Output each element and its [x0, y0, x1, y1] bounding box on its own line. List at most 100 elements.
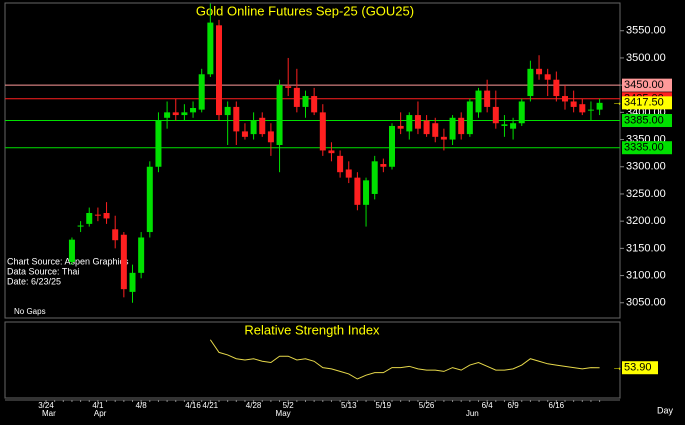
candle-body: [484, 90, 491, 107]
price-panel: [4, 2, 621, 319]
candle-body: [596, 102, 603, 110]
candle-body: [510, 123, 517, 129]
candle-body: [423, 120, 430, 135]
candle-body: [380, 164, 387, 167]
rsi-title: Relative Strength Index: [244, 322, 380, 337]
y-tick-label: 3150.00: [626, 242, 666, 254]
candle-body: [146, 166, 153, 233]
x-tick-label: 4/1: [92, 401, 104, 410]
candle-body: [475, 90, 482, 113]
rsi-last-label: 53.90: [624, 362, 652, 374]
candle-body: [311, 96, 318, 113]
candle-body: [302, 96, 309, 107]
level-label: 3417.50: [624, 97, 664, 109]
x-tick-label: 4/28: [246, 401, 262, 410]
source-line: Chart Source: Aspen Graphics: [7, 256, 129, 266]
candle-body: [449, 117, 456, 140]
candle-body: [155, 120, 162, 167]
rsi-line: [209, 339, 600, 380]
candle-body: [562, 96, 568, 102]
candle-body: [190, 108, 197, 113]
candle-body: [536, 68, 543, 75]
month-label: Jun: [466, 409, 479, 418]
candle-body: [267, 131, 274, 143]
rsi-panel: [4, 321, 621, 399]
x-tick-label: 4/8: [136, 401, 148, 410]
candle-body: [587, 109, 594, 111]
candle-body: [414, 115, 421, 129]
level-box: [622, 78, 672, 92]
candle-body: [250, 120, 257, 135]
candle-body: [120, 234, 127, 290]
candle-body: [328, 150, 335, 154]
level-arrow: →: [612, 97, 623, 109]
candle-body: [77, 225, 84, 227]
rsi-last-box: [622, 361, 658, 375]
candle-body: [440, 136, 447, 140]
x-tick-label: 4/21: [203, 401, 219, 410]
x-tick-label: 5/19: [376, 401, 392, 410]
level-box: [622, 141, 672, 155]
source-line: Date: 6/23/25: [7, 276, 61, 286]
x-tick-label: 4/16: [185, 401, 201, 410]
y-tick-label: 3550.00: [626, 25, 666, 37]
candle-body: [94, 214, 101, 216]
candle-body: [233, 106, 240, 132]
candle-body: [138, 237, 145, 273]
y-tick-label: 3300.00: [626, 161, 666, 173]
candle-body: [458, 117, 465, 135]
candle-body: [181, 112, 188, 116]
candle-body: [406, 115, 413, 132]
y-tick-label: 3200.00: [626, 215, 666, 227]
source-line: Data Source: Thai: [7, 266, 79, 276]
candle-body: [285, 86, 292, 88]
candle-body: [466, 101, 473, 135]
x-unit: Day: [657, 405, 674, 415]
candle-body: [293, 87, 300, 107]
candle-body: [363, 180, 370, 205]
month-label: Mar: [42, 409, 56, 418]
x-tick-label: 5/13: [341, 401, 357, 410]
candle-body: [345, 169, 352, 178]
candle-body: [579, 104, 586, 113]
candle-body: [337, 155, 344, 173]
rsi-arrow: →: [612, 362, 623, 374]
level-label: 3385.00: [624, 114, 664, 126]
candle-body: [432, 123, 439, 137]
month-label: May: [276, 409, 291, 418]
candle-body: [501, 124, 508, 126]
y-tick-label: 3050.00: [626, 297, 666, 309]
x-tick-label: 6/16: [549, 401, 565, 410]
candle-body: [492, 106, 499, 124]
level-label: 3450.00: [624, 79, 664, 91]
candle-body: [86, 213, 93, 224]
candle-body: [319, 112, 326, 151]
x-tick-label: 6/4: [482, 401, 494, 410]
level-box: [622, 96, 672, 110]
candle-body: [172, 112, 179, 116]
candle-body: [164, 112, 171, 118]
candle-body: [397, 125, 404, 129]
candle-body: [198, 74, 205, 110]
candle-body: [570, 101, 577, 107]
candle-body: [112, 229, 119, 241]
candle-body: [259, 117, 266, 135]
candle-body: [276, 85, 283, 145]
x-tick-label: 6/9: [508, 401, 520, 410]
candle-body: [103, 213, 110, 219]
candle-body: [207, 22, 214, 75]
month-label: Apr: [94, 409, 107, 418]
chart-title: Gold Online Futures Sep-25 (GOU25): [196, 3, 414, 18]
candle-body: [527, 68, 534, 97]
y-tick-label: 3100.00: [626, 269, 666, 281]
candle-body: [389, 125, 395, 167]
candle-body: [553, 79, 560, 97]
y-tick-label: 3500.00: [626, 52, 666, 64]
candle-body: [371, 161, 378, 194]
candle-body: [216, 25, 222, 116]
level-label: 3335.00: [624, 142, 664, 154]
x-tick-label: 5/2: [283, 401, 295, 410]
